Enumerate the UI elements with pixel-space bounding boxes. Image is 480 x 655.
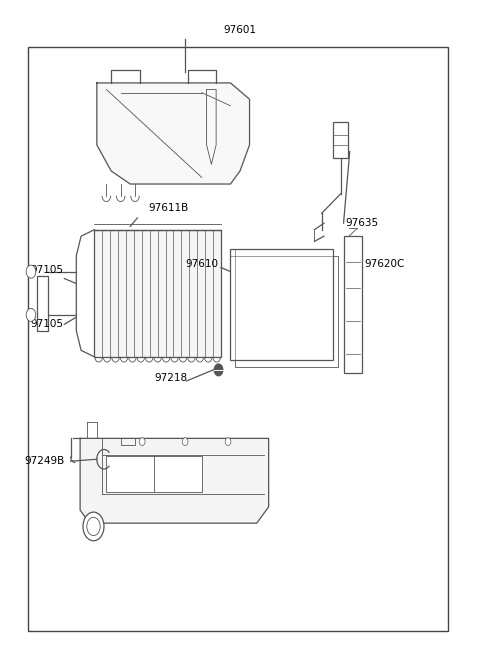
Text: 97601: 97601 bbox=[224, 26, 256, 35]
Text: 97620C: 97620C bbox=[364, 259, 405, 269]
Circle shape bbox=[182, 438, 188, 445]
Bar bbox=[230, 250, 333, 360]
Text: 97249B: 97249B bbox=[24, 456, 64, 466]
Text: 97610: 97610 bbox=[185, 259, 218, 269]
Circle shape bbox=[139, 438, 145, 445]
Polygon shape bbox=[80, 438, 269, 523]
Text: 97105: 97105 bbox=[30, 265, 63, 275]
Circle shape bbox=[225, 438, 231, 445]
Bar bbox=[107, 456, 202, 492]
Circle shape bbox=[87, 517, 100, 536]
Text: 97635: 97635 bbox=[345, 218, 378, 228]
Text: 97218: 97218 bbox=[154, 373, 187, 383]
Circle shape bbox=[214, 364, 223, 376]
Bar bbox=[28, 47, 447, 631]
Text: 97105: 97105 bbox=[30, 319, 63, 329]
Circle shape bbox=[26, 309, 36, 322]
Bar bbox=[235, 255, 338, 367]
Bar bbox=[344, 236, 362, 373]
Polygon shape bbox=[97, 83, 250, 184]
Circle shape bbox=[26, 265, 36, 278]
Text: 97611B: 97611B bbox=[148, 203, 189, 214]
Bar bbox=[333, 122, 348, 158]
Circle shape bbox=[83, 512, 104, 541]
Bar bbox=[95, 230, 221, 357]
Bar bbox=[37, 276, 48, 331]
